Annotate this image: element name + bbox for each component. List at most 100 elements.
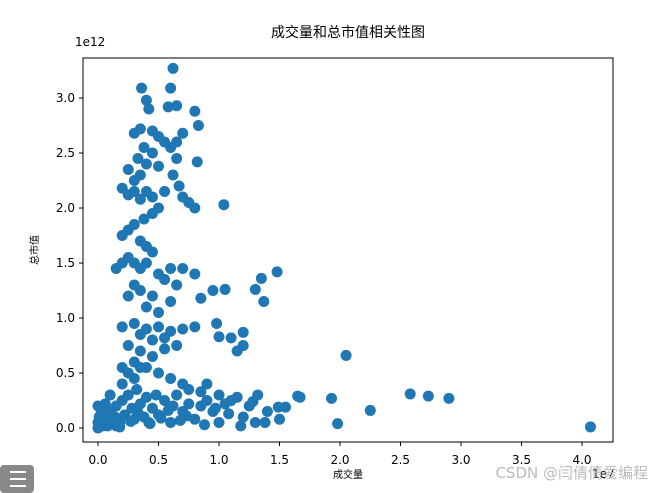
point <box>223 408 235 420</box>
point <box>153 307 165 319</box>
point <box>153 321 165 333</box>
x-axis-label: 成交量 <box>333 468 363 481</box>
y-tick-label: 1.5 <box>56 256 75 270</box>
point <box>132 407 144 419</box>
point <box>237 326 249 338</box>
point <box>165 142 177 154</box>
point <box>128 373 140 385</box>
y-tick-label: 0.0 <box>56 421 75 435</box>
point <box>237 411 249 423</box>
point <box>128 318 140 330</box>
point <box>165 82 177 94</box>
y-tick-label: 0.5 <box>56 366 75 380</box>
point <box>271 266 283 278</box>
point <box>332 418 344 430</box>
point <box>165 417 177 429</box>
x-tick-label: 0.5 <box>149 453 168 467</box>
point <box>177 127 189 139</box>
y-tick-label: 2.0 <box>56 201 75 215</box>
point <box>122 164 134 176</box>
point <box>255 272 267 284</box>
point <box>213 389 225 401</box>
point <box>94 409 106 421</box>
point <box>292 390 304 402</box>
point <box>219 283 231 295</box>
point <box>171 153 183 165</box>
point <box>140 391 152 403</box>
point <box>272 401 284 413</box>
point <box>109 411 121 423</box>
menu-icon[interactable] <box>0 465 34 493</box>
x-offset-label: 1e7 <box>592 467 615 481</box>
point <box>443 392 455 404</box>
point <box>140 158 152 170</box>
x-tick-label: 1.5 <box>270 453 289 467</box>
point <box>134 329 146 341</box>
point <box>136 82 148 94</box>
point <box>189 413 201 425</box>
point <box>134 285 146 297</box>
point <box>159 343 171 355</box>
point <box>183 384 195 396</box>
point <box>134 193 146 205</box>
point <box>162 101 174 113</box>
point <box>140 94 152 106</box>
point <box>422 390 434 402</box>
point <box>274 413 286 425</box>
point <box>125 415 137 427</box>
y-axis-label: 总市值 <box>28 235 41 265</box>
x-tick-label: 2.0 <box>330 453 349 467</box>
point <box>171 340 183 352</box>
point <box>207 285 219 297</box>
point <box>209 402 221 414</box>
y-tick-label: 1.0 <box>56 311 75 325</box>
point <box>189 321 201 333</box>
point <box>150 389 162 401</box>
point <box>195 386 207 398</box>
point <box>143 103 155 115</box>
point <box>116 378 128 390</box>
point <box>159 186 171 198</box>
point <box>146 208 158 220</box>
point <box>146 191 158 203</box>
point <box>213 417 225 429</box>
x-tick-label: 2.5 <box>391 453 410 467</box>
point <box>201 378 213 390</box>
point <box>116 321 128 333</box>
point <box>192 120 204 132</box>
point <box>225 332 237 344</box>
point <box>189 202 201 214</box>
point <box>155 412 167 424</box>
point <box>138 213 150 225</box>
point <box>128 219 140 231</box>
point <box>326 392 338 404</box>
point <box>235 420 247 432</box>
point <box>404 388 416 400</box>
point <box>153 367 165 379</box>
point <box>146 351 158 363</box>
point <box>104 389 116 401</box>
point <box>153 160 165 172</box>
point <box>584 421 596 433</box>
point <box>159 395 171 407</box>
point <box>171 279 183 291</box>
point <box>132 153 144 165</box>
y-offset-label: 1e12 <box>75 35 105 49</box>
point <box>237 340 249 352</box>
point <box>162 404 174 416</box>
y-tick-label: 3.0 <box>56 91 75 105</box>
point <box>213 331 225 343</box>
point <box>247 396 259 408</box>
point <box>140 301 152 313</box>
point <box>183 398 195 410</box>
point <box>122 290 134 302</box>
point <box>122 389 134 401</box>
point <box>110 263 122 275</box>
point <box>165 263 177 275</box>
point <box>201 395 213 407</box>
point <box>261 406 273 418</box>
point <box>340 349 352 361</box>
point <box>177 263 189 275</box>
point <box>171 389 183 401</box>
point <box>146 147 158 159</box>
